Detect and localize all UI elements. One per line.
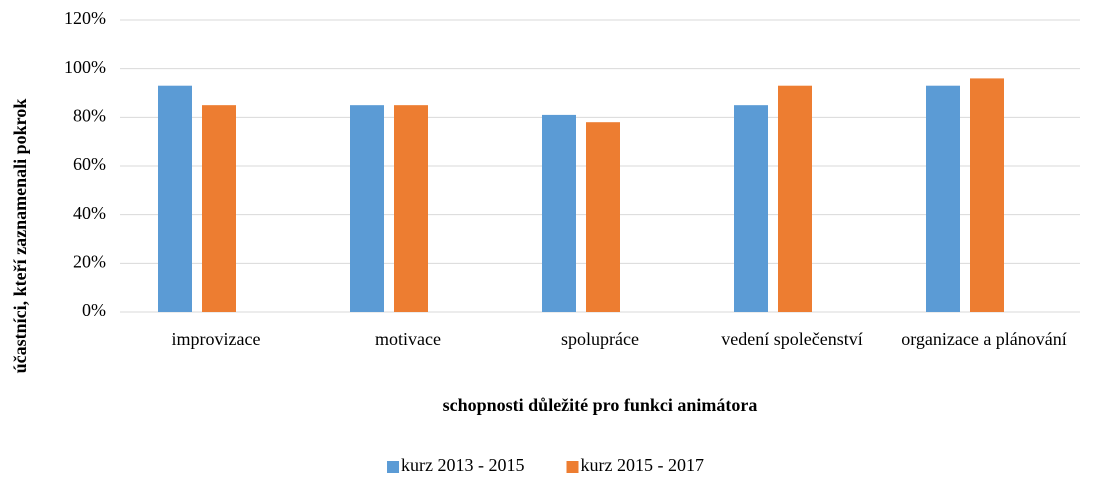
x-tick-label-box: spolupráce [561,329,639,349]
legend-swatch [566,461,579,473]
y-tick-label: 0% [82,300,106,320]
bar [926,85,960,312]
y-tick-label: 100% [64,57,106,77]
legend-label: kurz 2013 - 2015 [401,455,524,475]
legend-label: kurz 2015 - 2017 [581,455,704,475]
x-tick-label-box: motivace [375,329,441,349]
bar [394,105,428,313]
y-tick-label: 40% [73,203,106,223]
x-tick-label-box: vedení společenství [721,329,863,349]
legend: kurz 2013 - 2015 kurz 2015 - 2017 [387,455,704,475]
bar [734,105,768,313]
x-axis-label: schopnosti důležité pro funkci animátora [443,395,758,415]
legend-swatch [387,461,400,473]
bar [542,114,576,313]
x-tick-label: improvizace [171,329,261,349]
y-axis-label: účastníci, kteří zaznamenali pokrok [10,99,30,374]
x-tick-label: vedení společenství [721,329,863,349]
x-tick-label: motivace [375,329,441,349]
x-tick-label-box: improvizace [171,329,261,349]
bar [778,85,812,312]
bar [158,85,192,312]
bar [970,78,1004,313]
y-tick-label: 80% [73,105,106,125]
x-tick-label: spolupráce [561,329,639,349]
x-tick-label-box: organizace a plánování [901,329,1067,349]
bar [202,105,236,313]
y-tick-label: 20% [73,251,106,271]
y-tick-label: 120% [64,8,106,28]
x-tick-label: organizace a plánování [901,329,1067,349]
y-tick-label: 60% [73,154,106,174]
bar [586,122,620,312]
bar [350,105,384,313]
